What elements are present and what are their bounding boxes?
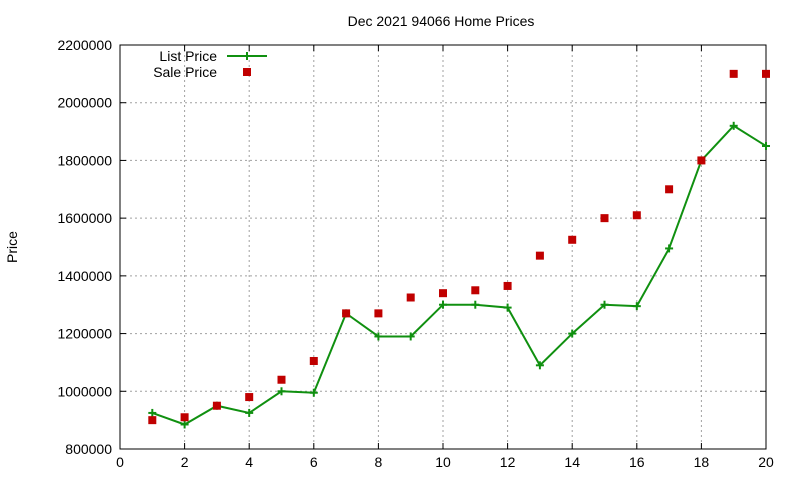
list-price-point [729, 121, 738, 130]
list-price-point [632, 302, 641, 311]
x-tick-label: 12 [500, 454, 516, 470]
y-tick-label: 2200000 [57, 37, 112, 53]
axis-ticks: 0 2 4 6 8 10 12 14 16 18 20 800000 1000000 1200000 140… [57, 37, 774, 470]
sale-price-point [600, 214, 609, 223]
list-price-point [665, 244, 674, 253]
x-tick-label: 2 [181, 454, 189, 470]
y-tick-label: 1400000 [57, 268, 112, 284]
y-tick-label: 1200000 [57, 326, 112, 342]
legend-swatch-sale-price [243, 68, 251, 76]
list-price-point [180, 420, 189, 429]
sale-price-point [245, 393, 254, 402]
sale-price-point [309, 356, 318, 365]
list-price-point [374, 332, 383, 341]
sale-price-point [277, 375, 286, 384]
x-tick-label: 4 [245, 454, 253, 470]
x-tick-label: 20 [758, 454, 774, 470]
sale-price-point [342, 309, 351, 318]
list-price-point [148, 408, 157, 417]
x-tick-label: 0 [116, 454, 124, 470]
chart-title: Dec 2021 94066 Home Prices [348, 13, 535, 29]
sale-price-point [762, 69, 770, 78]
x-tick-label: 18 [694, 454, 710, 470]
list-price-point [309, 388, 318, 397]
series-layer [148, 69, 770, 429]
list-price-point [600, 300, 609, 309]
list-price-point [503, 303, 512, 312]
x-tick-label: 10 [435, 454, 451, 470]
list-price-point [439, 300, 447, 309]
y-tick-label: 1000000 [57, 383, 112, 399]
y-tick-label: 2000000 [57, 95, 112, 111]
sale-price-point [180, 413, 189, 422]
list-price-point [406, 332, 415, 341]
legend-label-list-price: List Price [159, 48, 217, 64]
sale-price-point [503, 281, 512, 290]
plot-border [119, 44, 767, 450]
sale-price-point [406, 293, 415, 302]
list-price-point [471, 300, 480, 309]
x-tick-label: 16 [629, 454, 645, 470]
x-tick-label: 14 [564, 454, 580, 470]
y-axis-label: Price [4, 231, 20, 263]
sale-price-point [665, 185, 674, 194]
sale-price-point [212, 401, 221, 410]
sale-price-point [374, 309, 383, 318]
list-price-point [762, 142, 770, 150]
x-tick-label: 8 [375, 454, 383, 470]
list-price-point [277, 387, 286, 396]
list-price-point [535, 361, 544, 370]
sale-price-point [632, 211, 641, 220]
sale-price-point [471, 286, 480, 295]
legend-label-sale-price: Sale Price [153, 64, 217, 80]
sale-price-point [439, 289, 447, 298]
grid-lines [120, 45, 766, 449]
y-tick-label: 1800000 [57, 152, 112, 168]
sale-price-point [535, 251, 544, 260]
x-tick-label: 6 [310, 454, 318, 470]
list-price-point [568, 329, 577, 338]
y-tick-label: 800000 [65, 441, 112, 457]
sale-price-point [729, 69, 738, 78]
sale-price-point [148, 416, 157, 425]
sale-price-point [697, 156, 706, 165]
legend-marker-list-price [243, 52, 251, 60]
y-tick-label: 1600000 [57, 210, 112, 226]
sale-price-point [568, 235, 577, 244]
list-price-line [151, 124, 767, 426]
list-price-point [245, 408, 254, 417]
